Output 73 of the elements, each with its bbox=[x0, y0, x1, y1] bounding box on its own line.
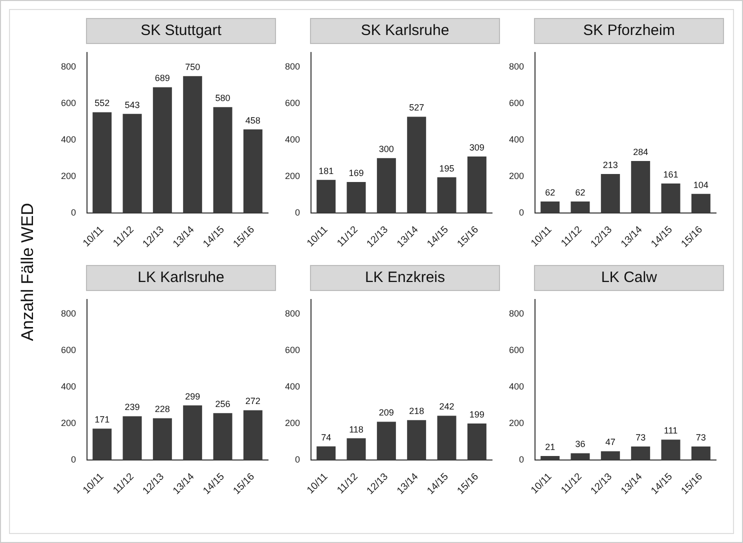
y-tick-label: 200 bbox=[284, 170, 300, 181]
y-tick-label: 600 bbox=[284, 98, 300, 108]
y-tick-label: 200 bbox=[508, 418, 524, 428]
data-label: 21 bbox=[545, 442, 556, 452]
y-tick-label: 0 bbox=[519, 207, 524, 218]
y-tick-label: 600 bbox=[60, 98, 76, 108]
data-label: 47 bbox=[605, 437, 616, 448]
data-label: 73 bbox=[696, 432, 706, 442]
data-label: 458 bbox=[245, 115, 260, 126]
data-label: 62 bbox=[575, 188, 586, 198]
data-label: 218 bbox=[409, 406, 424, 416]
y-tick-label: 0 bbox=[519, 454, 524, 464]
y-tick-label: 400 bbox=[284, 134, 300, 144]
y-tick-label: 800 bbox=[60, 61, 76, 72]
chart-title: LK Enzkreis bbox=[310, 265, 500, 291]
y-tick-label: 600 bbox=[60, 344, 76, 355]
data-label: 580 bbox=[215, 93, 230, 104]
y-tick-label: 200 bbox=[60, 418, 76, 428]
y-tick-label: 400 bbox=[60, 134, 76, 144]
data-label: 213 bbox=[602, 160, 618, 170]
chart-title: LK Karlsruhe bbox=[86, 265, 276, 291]
data-label: 111 bbox=[664, 426, 678, 436]
chart-title: SK Pforzheim bbox=[534, 18, 724, 44]
data-label: 199 bbox=[469, 410, 484, 420]
y-tick-label: 600 bbox=[508, 344, 524, 355]
chart-title: SK Stuttgart bbox=[86, 18, 276, 44]
data-label: 750 bbox=[185, 62, 200, 72]
data-label: 309 bbox=[469, 142, 484, 152]
y-tick-label: 400 bbox=[508, 381, 524, 392]
data-label: 74 bbox=[321, 432, 332, 442]
y-axis-title: Anzahl Fälle WED bbox=[18, 203, 38, 341]
y-tick-label: 800 bbox=[284, 308, 300, 318]
data-label: 73 bbox=[636, 432, 646, 442]
data-label: 36 bbox=[575, 439, 586, 450]
data-label: 239 bbox=[124, 402, 140, 412]
data-label: 552 bbox=[94, 98, 110, 108]
chart-title: SK Karlsruhe bbox=[310, 18, 500, 44]
y-tick-label: 800 bbox=[60, 308, 76, 318]
data-label: 228 bbox=[154, 404, 170, 414]
data-label: 209 bbox=[378, 408, 394, 418]
data-label: 527 bbox=[409, 102, 424, 113]
y-tick-label: 400 bbox=[60, 381, 76, 392]
data-label: 689 bbox=[154, 73, 170, 84]
data-label: 256 bbox=[215, 399, 230, 410]
y-tick-label: 800 bbox=[284, 61, 300, 72]
data-label: 284 bbox=[633, 147, 648, 158]
data-label: 171 bbox=[94, 414, 110, 425]
data-label: 169 bbox=[348, 168, 364, 178]
chart-title: LK Calw bbox=[534, 265, 724, 291]
data-label: 543 bbox=[124, 100, 140, 110]
y-tick-label: 200 bbox=[284, 418, 300, 428]
y-tick-label: 0 bbox=[295, 454, 300, 464]
y-tick-label: 0 bbox=[295, 207, 300, 218]
data-label: 195 bbox=[439, 163, 454, 174]
y-tick-label: 200 bbox=[508, 170, 524, 181]
data-label: 62 bbox=[545, 188, 556, 198]
data-label: 299 bbox=[185, 391, 200, 402]
data-label: 181 bbox=[318, 166, 334, 176]
y-tick-label: 400 bbox=[284, 381, 300, 392]
y-tick-label: 200 bbox=[60, 170, 76, 181]
data-label: 104 bbox=[693, 180, 708, 190]
y-tick-label: 0 bbox=[71, 207, 76, 218]
y-tick-label: 400 bbox=[508, 134, 524, 144]
data-label: 161 bbox=[663, 169, 678, 180]
y-tick-label: 600 bbox=[284, 344, 300, 355]
y-tick-label: 0 bbox=[71, 454, 76, 464]
y-tick-label: 600 bbox=[508, 98, 524, 108]
data-label: 118 bbox=[349, 424, 364, 434]
y-tick-label: 800 bbox=[508, 308, 524, 318]
data-label: 300 bbox=[378, 144, 394, 154]
data-label: 242 bbox=[439, 402, 454, 412]
data-label: 272 bbox=[245, 396, 260, 406]
y-tick-label: 800 bbox=[508, 61, 524, 72]
